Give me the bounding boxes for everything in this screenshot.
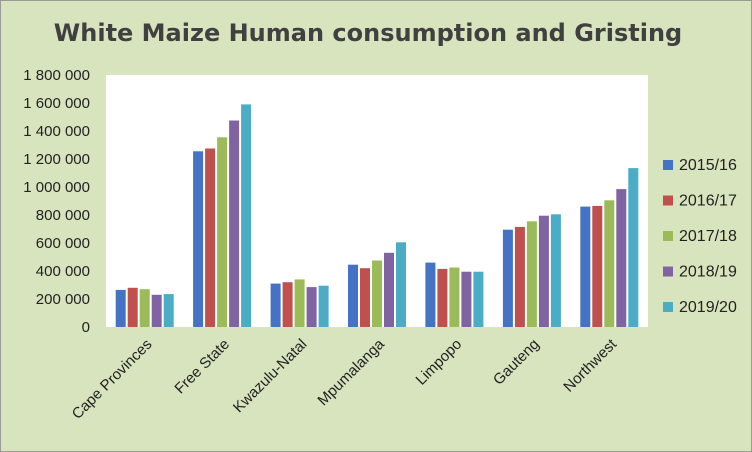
legend-label: 2017/18 <box>679 228 737 245</box>
bar-2016-17-cape-provinces <box>127 287 138 327</box>
legend-swatch <box>663 231 673 241</box>
bar-2015-16-kwazulu-natal <box>270 283 281 327</box>
bar-2019-20-northwest <box>628 168 639 327</box>
y-tick-label: 1 200 000 <box>23 151 90 168</box>
x-category-label: Gauteng <box>490 336 543 389</box>
bar-2015-16-northwest <box>580 206 591 327</box>
bar-2016-17-northwest <box>592 205 603 327</box>
y-tick-label: 1 400 000 <box>23 123 90 140</box>
legend-swatch <box>663 266 673 277</box>
bar-2019-20-cape-provinces <box>163 294 174 327</box>
bar-2015-16-mpumalanga <box>348 264 358 327</box>
x-category-label: Mpumalanga <box>314 335 388 409</box>
y-tick-label: 1 600 000 <box>23 95 90 112</box>
bar-2018-19-kwazulu-natal <box>306 287 317 327</box>
bar-2019-20-gauteng <box>550 214 561 327</box>
y-tick-label: 400 000 <box>36 263 90 280</box>
bar-2017-18-limpopo <box>449 267 460 327</box>
legend-swatch <box>663 160 673 170</box>
bar-2019-20-free-state <box>241 104 252 328</box>
bar-2018-19-cape-provinces <box>151 294 162 327</box>
legend-label: 2016/17 <box>679 193 737 210</box>
y-tick-label: 0 <box>82 319 90 336</box>
x-category-label: Cape Provinces <box>69 336 156 423</box>
bar-2015-16-cape-provinces <box>115 289 126 327</box>
bar-2019-20-limpopo <box>473 271 484 327</box>
legend-swatch <box>663 302 673 312</box>
bar-2016-17-gauteng <box>514 226 525 327</box>
bar-2018-19-gauteng <box>538 215 549 327</box>
bar-2015-16-gauteng <box>502 229 513 327</box>
x-category-label: Kwazulu-Natal <box>230 336 310 416</box>
legend-label: 2018/19 <box>679 264 737 281</box>
y-tick-label: 1 800 000 <box>23 67 90 84</box>
legend-swatch <box>663 195 673 206</box>
y-tick-label: 600 000 <box>36 235 90 252</box>
bar-2017-18-cape-provinces <box>139 289 150 327</box>
bar-2019-20-kwazulu-natal <box>318 285 329 327</box>
bar-2016-17-kwazulu-natal <box>282 282 293 327</box>
bar-2018-19-limpopo <box>461 271 472 327</box>
x-category-label: Limpopo <box>413 336 466 389</box>
x-category-label: Northwest <box>560 335 620 395</box>
bar-2017-18-free-state <box>217 137 228 327</box>
bar-2017-18-kwazulu-natal <box>294 279 305 327</box>
legend-label: 2015/16 <box>679 157 737 174</box>
bar-2016-17-mpumalanga <box>360 268 370 327</box>
y-tick-label: 800 000 <box>36 207 90 224</box>
bar-2019-20-mpumalanga <box>396 242 406 327</box>
bar-2017-18-northwest <box>604 200 615 327</box>
y-tick-label: 200 000 <box>36 291 90 308</box>
chart-title: White Maize Human consumption and Gristi… <box>53 19 683 47</box>
bar-2015-16-free-state <box>193 151 204 327</box>
bar-2017-18-gauteng <box>526 221 537 327</box>
bar-2016-17-limpopo <box>437 268 448 327</box>
bar-2018-19-free-state <box>229 120 240 327</box>
bar-2016-17-free-state <box>205 148 216 327</box>
bar-2018-19-northwest <box>616 189 627 327</box>
bar-2015-16-limpopo <box>425 262 436 327</box>
bar-2018-19-mpumalanga <box>384 252 394 327</box>
bar-2017-18-mpumalanga <box>372 260 382 327</box>
x-category-label: Free State <box>171 336 233 398</box>
legend-label: 2019/20 <box>679 299 737 316</box>
y-tick-label: 1 000 000 <box>23 179 90 196</box>
